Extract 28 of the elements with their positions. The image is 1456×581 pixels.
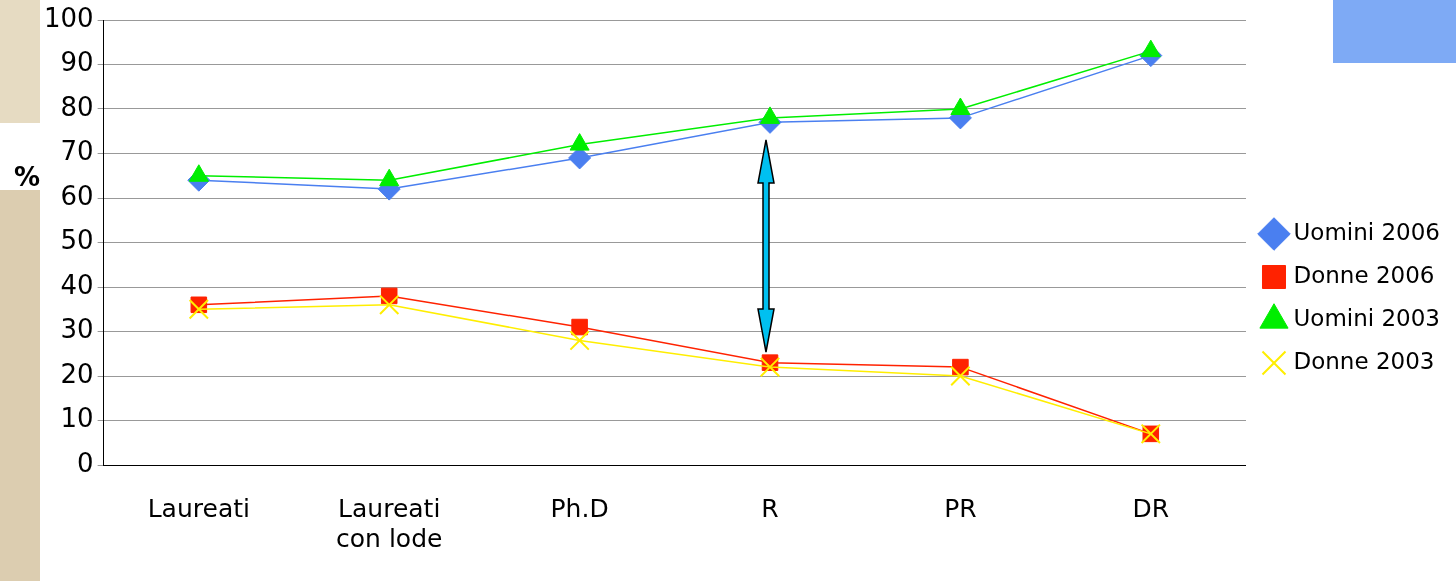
- x-tick-label: PR: [944, 493, 977, 523]
- y-tick-label: 100: [43, 2, 94, 33]
- y-tick-label: 0: [77, 447, 94, 478]
- y-axis-title: %: [13, 162, 41, 193]
- x-tick-label: Laureati: [147, 493, 250, 523]
- point: [759, 356, 781, 378]
- y-tick-label: 90: [60, 47, 94, 78]
- y-tick-label: 20: [60, 358, 94, 389]
- x-tick-label: Laureati con lode: [336, 493, 443, 553]
- y-tick-label: 60: [60, 180, 94, 211]
- y-tick-label: 10: [60, 403, 94, 434]
- legend-label: Uomini 2003: [1293, 304, 1440, 331]
- x-tick-label: Ph.D: [550, 493, 609, 523]
- y-tick-label: 70: [60, 136, 94, 167]
- legend-label: Uomini 2006: [1293, 218, 1440, 245]
- point: [379, 294, 400, 315]
- point: [188, 299, 210, 320]
- x-tick-label: R: [761, 493, 779, 523]
- y-tick-label: 30: [60, 314, 94, 345]
- legend-label: Donne 2003: [1293, 347, 1435, 374]
- point: [571, 318, 588, 336]
- legend-label: Donne 2006: [1293, 261, 1435, 288]
- point: [950, 365, 971, 387]
- point: [569, 330, 590, 351]
- y-tick-label: 40: [60, 269, 94, 300]
- y-tick-label: 80: [60, 91, 94, 122]
- x-tick-label: DR: [1132, 493, 1170, 523]
- y-tick-label: 50: [60, 225, 94, 256]
